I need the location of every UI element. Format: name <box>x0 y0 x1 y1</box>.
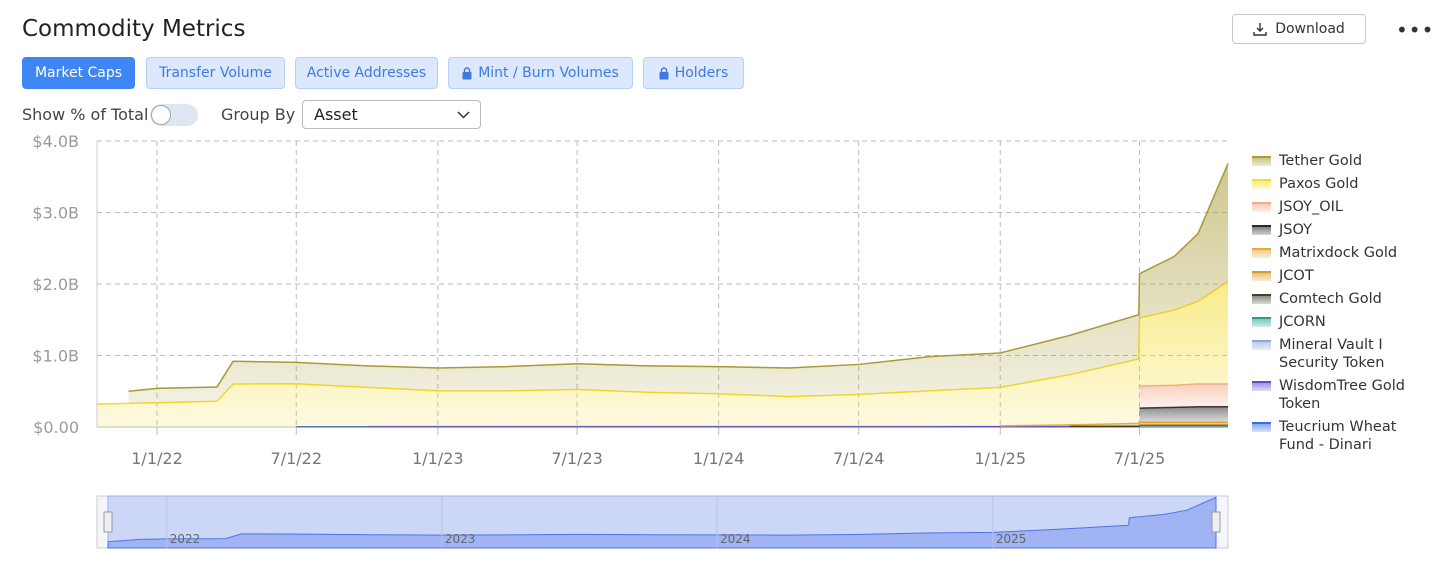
group-by-label: Group By <box>221 105 296 124</box>
navigator-handle[interactable] <box>1211 511 1221 533</box>
x-tick-label: 7/1/24 <box>833 449 885 468</box>
navigator-preview <box>107 496 1217 549</box>
download-label: Download <box>1275 21 1345 37</box>
series-area <box>1139 406 1228 423</box>
legend-item[interactable]: Paxos Gold <box>1252 175 1427 193</box>
navigator-label: 2022 <box>170 532 201 546</box>
navigator-label: 2024 <box>720 532 751 546</box>
y-tick-label: $4.0B <box>32 132 79 151</box>
toggle[interactable] <box>150 104 198 126</box>
legend-swatch <box>1252 381 1271 391</box>
toggle-knob <box>151 105 171 125</box>
more-menu[interactable]: ••• <box>1396 18 1435 42</box>
series-line <box>128 163 1229 392</box>
x-tick-label: 1/1/25 <box>975 449 1027 468</box>
lock-icon <box>462 66 472 79</box>
legend-swatch <box>1252 422 1271 432</box>
legend-swatch <box>1252 317 1271 327</box>
series-area <box>128 163 1228 404</box>
legend-label: JSOY_OIL <box>1279 199 1343 215</box>
y-tick-label: $1.0B <box>32 347 79 366</box>
page-title: Commodity Metrics <box>22 16 246 42</box>
legend-swatch <box>1252 340 1271 350</box>
legend-item[interactable]: Tether Gold <box>1252 152 1427 170</box>
legend-swatch <box>1252 294 1271 304</box>
y-tick-label: $0.00 <box>33 418 79 437</box>
navigator-label: 2023 <box>445 532 476 546</box>
legend-swatch <box>1252 248 1271 258</box>
tab[interactable]: Mint / Burn Volumes <box>448 57 633 89</box>
select-value: Asset <box>314 105 358 124</box>
x-tick-label: 1/1/22 <box>131 449 183 468</box>
group-by-select[interactable]: Asset <box>302 100 481 129</box>
download-icon <box>1253 23 1267 36</box>
navigator-handle[interactable] <box>103 511 113 533</box>
navigator-label: 2025 <box>996 532 1027 546</box>
legend-label: Paxos Gold <box>1279 176 1359 192</box>
tab-label: Transfer Volume <box>159 65 272 81</box>
tab-label: Holders <box>674 65 729 81</box>
legend-item[interactable]: Comtech Gold <box>1252 290 1427 308</box>
legend-label: Matrixdock Gold <box>1279 245 1398 261</box>
legend-label: JCOT <box>1279 268 1314 284</box>
download-button[interactable]: Download <box>1232 14 1366 44</box>
tab[interactable]: Active Addresses <box>295 57 438 89</box>
chevron <box>457 111 470 119</box>
series-area <box>1139 383 1228 409</box>
toggle-label: Show % of Total <box>22 105 149 124</box>
tab-label: Mint / Burn Volumes <box>478 65 619 81</box>
x-tick-label: 7/1/22 <box>271 449 323 468</box>
tab[interactable]: Market Caps <box>22 57 135 89</box>
x-tick-label: 1/1/23 <box>412 449 464 468</box>
legend: Tether Gold Paxos Gold JSOY_OIL JSOY Matrixd… <box>1252 152 1427 459</box>
legend-swatch <box>1252 156 1271 166</box>
legend-item[interactable]: Mineral Vault I Security Token <box>1252 336 1427 372</box>
legend-label: Teucrium Wheat Fund - Dinari <box>1279 419 1397 453</box>
legend-item[interactable]: Matrixdock Gold <box>1252 244 1427 262</box>
legend-label: Tether Gold <box>1279 153 1363 169</box>
legend-item[interactable]: WisdomTree Gold Token <box>1252 377 1427 413</box>
lock-icon <box>659 66 669 79</box>
x-tick-label: 7/1/23 <box>551 449 603 468</box>
tab-label: Active Addresses <box>306 65 427 81</box>
legend-swatch <box>1252 202 1271 212</box>
y-tick-label: $2.0B <box>32 275 79 294</box>
x-tick-label: 1/1/24 <box>693 449 745 468</box>
tab[interactable]: Holders <box>643 57 744 89</box>
legend-label: Mineral Vault I Security Token <box>1279 337 1385 371</box>
legend-item[interactable]: Teucrium Wheat Fund - Dinari <box>1252 418 1427 454</box>
tab-label: Market Caps <box>34 65 123 81</box>
legend-label: WisdomTree Gold Token <box>1279 378 1405 412</box>
tab[interactable]: Transfer Volume <box>146 57 285 89</box>
legend-item[interactable]: JCOT <box>1252 267 1427 285</box>
legend-item[interactable]: JSOY_OIL <box>1252 198 1427 216</box>
legend-item[interactable]: JSOY <box>1252 221 1427 239</box>
y-tick-label: $3.0B <box>32 204 79 223</box>
legend-swatch <box>1252 271 1271 281</box>
legend-label: JSOY <box>1279 222 1312 238</box>
x-tick-label: 7/1/25 <box>1114 449 1166 468</box>
legend-label: JCORN <box>1279 314 1326 330</box>
legend-item[interactable]: JCORN <box>1252 313 1427 331</box>
legend-swatch <box>1252 225 1271 235</box>
legend-label: Comtech Gold <box>1279 291 1382 307</box>
legend-swatch <box>1252 179 1271 189</box>
